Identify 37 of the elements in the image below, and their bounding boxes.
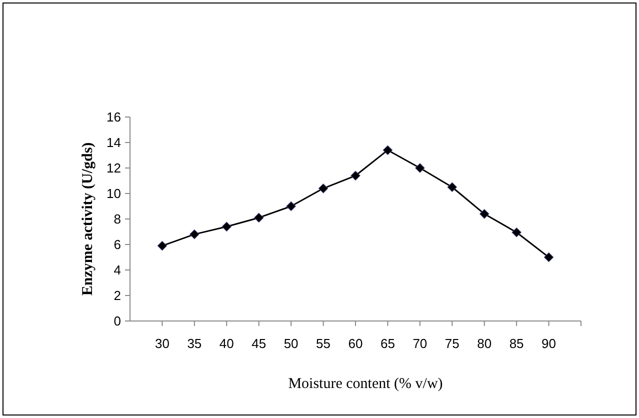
- y-tick-label: 6: [114, 237, 121, 252]
- x-tick-label: 70: [412, 336, 428, 351]
- x-tick-label: 65: [380, 336, 395, 351]
- point: [512, 228, 522, 238]
- y-tick-label: 12: [106, 160, 121, 176]
- y-tick-label: 14: [106, 135, 121, 150]
- x-tick-label: 55: [316, 336, 331, 351]
- x-tick-label: 35: [187, 336, 202, 351]
- x-tick-label: 60: [348, 336, 363, 351]
- point: [350, 170, 360, 180]
- point: [544, 252, 554, 262]
- y-tick-label: 8: [114, 212, 121, 227]
- x-tick-label: 30: [154, 336, 170, 351]
- point: [480, 209, 490, 219]
- y-tick-label: 10: [106, 186, 121, 202]
- y-tick-label: 4: [114, 262, 121, 278]
- point: [447, 182, 457, 192]
- y-axis-title: Enzyme activity (U/gds): [80, 142, 96, 296]
- x-tick-label: 50: [284, 336, 298, 351]
- x-tick-label: 85: [509, 336, 524, 351]
- x-tick-label: 75: [444, 336, 460, 351]
- x-axis-title: Moisture content (% v/w): [288, 376, 443, 392]
- y-tick-label: 0: [114, 314, 121, 329]
- point: [222, 222, 232, 232]
- x-tick-label: 90: [542, 336, 556, 351]
- x-tick-label: 80: [477, 336, 492, 351]
- point: [415, 163, 425, 173]
- x-tick-label: 45: [252, 336, 266, 351]
- point: [157, 240, 168, 251]
- point: [254, 212, 264, 223]
- y-tick-label: 16: [106, 110, 121, 125]
- point: [286, 201, 296, 212]
- point: [190, 230, 200, 240]
- x-tick-label: 40: [219, 336, 234, 351]
- y-tick-label: 2: [114, 288, 121, 304]
- point: [382, 145, 393, 155]
- point: [318, 184, 328, 194]
